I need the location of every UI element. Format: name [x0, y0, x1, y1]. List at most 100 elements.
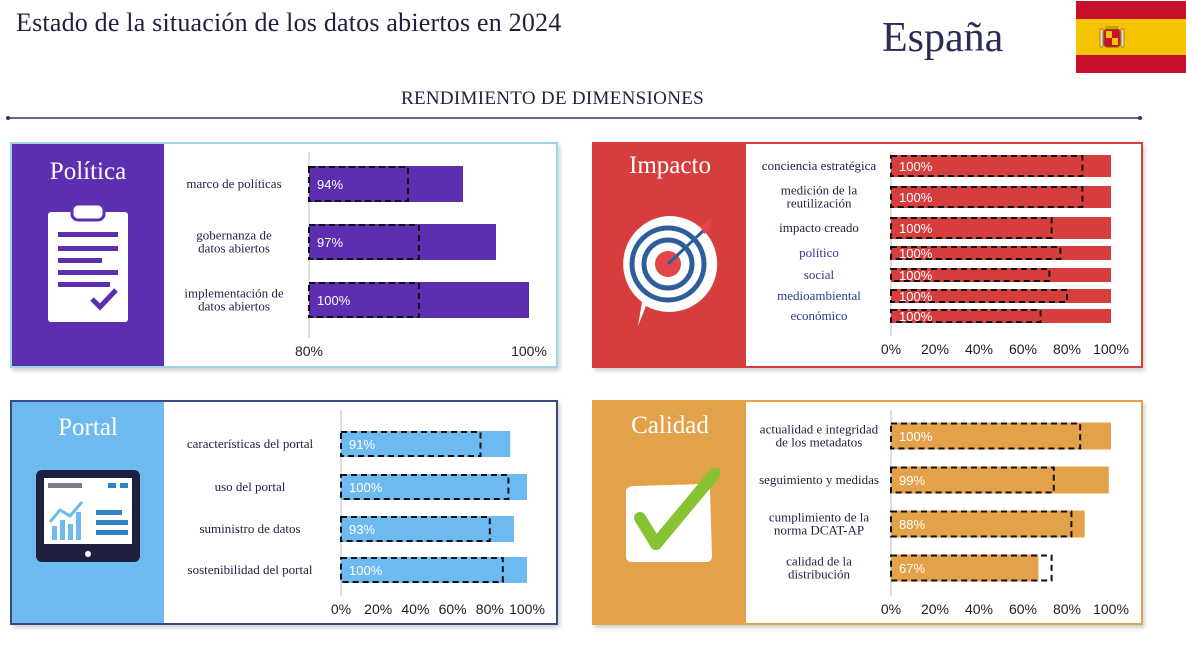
panel-portal: Portal 91% características del portal 100%… [10, 400, 558, 625]
category-label-calidad-0: actualidad e integridad [760, 422, 879, 437]
bar-politica-1 [309, 224, 496, 260]
bar-impacto-3 [891, 246, 1111, 260]
value-label-impacto-1: 100% [899, 190, 933, 205]
benchmark-impacto-6 [890, 309, 1042, 323]
clipboard-check-icon [48, 202, 128, 322]
value-label-politica-0: 94% [317, 177, 343, 192]
x-tick-label-politica: 100% [511, 343, 547, 359]
category-label-calidad-1: seguimiento y medidas [759, 472, 879, 487]
panel-impacto-sidebar: Impacto [594, 144, 746, 366]
category-label-calidad-0: de los metadatos [776, 435, 863, 450]
category-label-portal-3: sostenibilidad del portal [188, 562, 313, 577]
value-label-calidad-0: 100% [899, 429, 933, 444]
value-label-impacto-0: 100% [899, 159, 933, 174]
benchmark-calidad-0 [890, 422, 1082, 450]
panel-calidad-sidebar: Calidad [594, 402, 746, 623]
benchmark-portal-2 [340, 516, 491, 542]
x-tick-label-portal: 60% [439, 601, 467, 617]
category-label-politica-0: marco de políticas [186, 176, 281, 191]
bar-calidad-0 [891, 422, 1111, 450]
category-label-calidad-3: distribución [788, 567, 851, 582]
value-label-impacto-6: 100% [899, 309, 933, 324]
x-tick-label-impacto: 40% [965, 341, 993, 357]
checkmark-icon [626, 468, 720, 562]
panel-politica-sidebar: Política [12, 144, 164, 366]
value-label-calidad-1: 99% [899, 473, 925, 488]
bar-impacto-5 [891, 289, 1111, 303]
x-tick-label-calidad: 40% [965, 601, 993, 617]
benchmark-impacto-0 [890, 155, 1084, 177]
panel-politica-title: Política [49, 158, 127, 185]
value-label-impacto-3: 100% [899, 246, 933, 261]
x-tick-label-impacto: 20% [921, 341, 949, 357]
benchmark-calidad-3 [890, 554, 1053, 582]
category-label-impacto-1: medición de la [781, 183, 858, 198]
x-tick-label-impacto: 80% [1053, 341, 1081, 357]
x-tick-label-politica: 80% [295, 343, 323, 359]
benchmark-portal-0 [340, 431, 482, 457]
x-tick-label-portal: 100% [509, 601, 545, 617]
spain-flag-icon [1076, 1, 1186, 73]
x-tick-label-impacto: 60% [1009, 341, 1037, 357]
panel-politica: Política 94% marco de políticas 97% goberna… [10, 142, 558, 368]
category-label-impacto-3: político [799, 245, 839, 260]
value-label-politica-2: 100% [317, 293, 351, 308]
category-label-impacto-6: económico [790, 308, 847, 323]
category-label-politica-2: implementación de [184, 286, 284, 301]
category-label-impacto-2: impacto creado [779, 220, 859, 235]
category-label-calidad-2: norma DCAT-AP [774, 523, 864, 538]
x-tick-label-impacto: 100% [1093, 341, 1129, 357]
x-tick-label-portal: 0% [331, 601, 351, 617]
benchmark-portal-1 [340, 474, 510, 500]
category-label-impacto-4: social [804, 267, 835, 282]
divider-line [6, 116, 1142, 120]
category-label-portal-2: suministro de datos [199, 521, 300, 536]
category-label-impacto-5: medioambiental [777, 288, 861, 303]
category-label-politica-1: gobernanza de [196, 228, 272, 243]
value-label-politica-1: 97% [317, 235, 343, 250]
category-label-politica-2: datos abiertos [198, 299, 270, 314]
x-tick-label-calidad: 80% [1053, 601, 1081, 617]
panel-impacto-title: Impacto [629, 152, 711, 179]
category-label-calidad-3: calidad de la [786, 554, 852, 569]
benchmark-impacto-2 [890, 217, 1053, 239]
bar-impacto-0 [891, 155, 1111, 177]
bar-portal-0 [341, 431, 511, 457]
category-label-calidad-2: cumplimiento de la [769, 510, 870, 525]
category-label-portal-0: características del portal [187, 436, 314, 451]
bar-portal-1 [341, 474, 527, 500]
bar-impacto-1 [891, 186, 1111, 208]
benchmark-politica-0 [308, 166, 409, 202]
panel-impacto: Impacto 100% conciencia estratégica 100% me… [592, 142, 1143, 368]
x-tick-label-portal: 80% [476, 601, 504, 617]
value-label-impacto-4: 100% [899, 268, 933, 283]
value-label-calidad-2: 88% [899, 517, 925, 532]
country-name: España [882, 15, 1004, 61]
category-label-impacto-0: conciencia estratégica [762, 158, 877, 173]
category-label-politica-1: datos abiertos [198, 241, 270, 256]
value-label-portal-3: 100% [349, 563, 383, 578]
benchmark-calidad-2 [890, 510, 1073, 538]
bar-calidad-1 [891, 466, 1109, 494]
value-label-portal-2: 93% [349, 522, 375, 537]
bar-calidad-3 [891, 554, 1039, 582]
benchmark-impacto-1 [890, 186, 1084, 208]
bar-portal-2 [341, 516, 514, 542]
bar-impacto-2 [891, 217, 1111, 239]
value-label-portal-1: 100% [349, 480, 383, 495]
x-tick-label-calidad: 20% [921, 601, 949, 617]
section-title: RENDIMIENTO DE DIMENSIONES [401, 88, 704, 109]
value-label-portal-0: 91% [349, 437, 375, 452]
chart-impacto: 100% conciencia estratégica 100% medición d… [762, 152, 1129, 357]
benchmark-politica-1 [308, 224, 420, 260]
bar-impacto-6 [891, 309, 1111, 323]
benchmark-portal-3 [340, 557, 504, 583]
category-label-portal-1: uso del portal [215, 479, 286, 494]
x-tick-label-portal: 40% [401, 601, 429, 617]
dashboard-tablet-icon [36, 470, 140, 562]
value-label-calidad-3: 67% [899, 561, 925, 576]
category-label-impacto-1: reutilización [787, 196, 852, 211]
value-label-impacto-5: 100% [899, 289, 933, 304]
chart-portal: 91% características del portal 100% uso del… [187, 410, 545, 617]
